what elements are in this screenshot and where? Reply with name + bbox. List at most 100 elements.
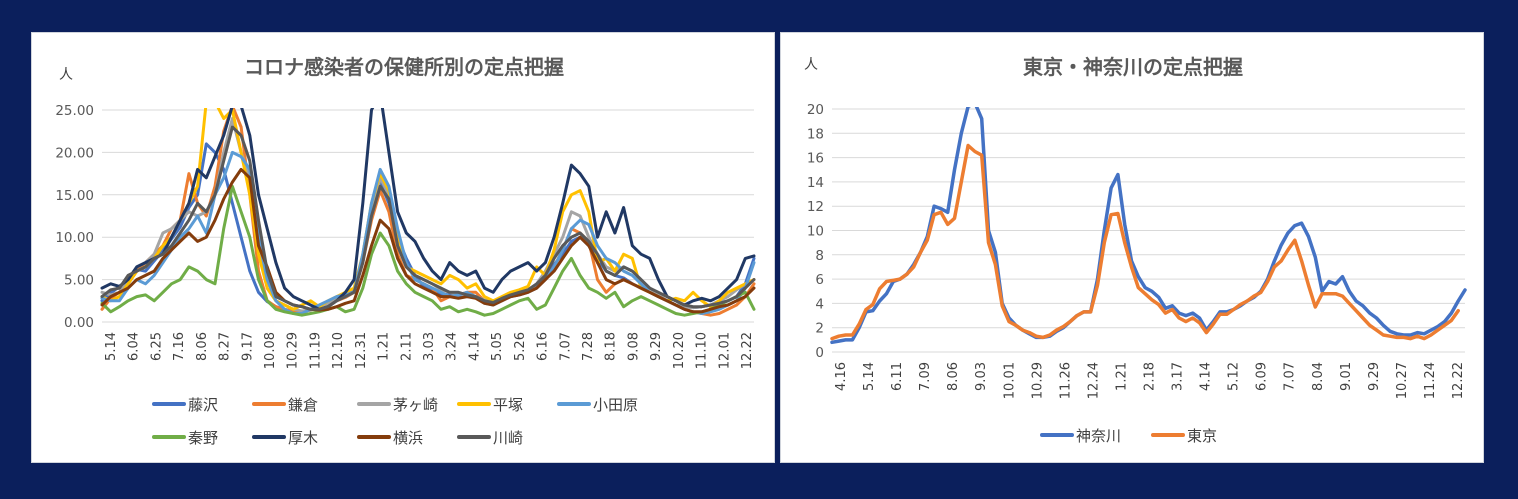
y-tick-label: 10 <box>807 224 824 240</box>
x-tick-label: 7.07 <box>1283 362 1298 391</box>
x-tick-label: 8.06 <box>195 332 210 361</box>
legend-item: 東京 <box>1151 427 1217 445</box>
legend-label: 秦野 <box>188 429 218 447</box>
x-tick-label: 12.22 <box>740 332 755 369</box>
x-tick-label: 8.06 <box>946 362 961 391</box>
left-chart-panel: コロナ感染者の保健所別の定点把握 人 0.00 5.00 10.00 15.00 20.… <box>31 32 775 463</box>
x-tick-label: 3.03 <box>422 332 437 361</box>
x-tick-label: 10.01 <box>1002 362 1017 399</box>
x-tick-label: 6.11 <box>890 362 905 391</box>
legend-label: 茅ヶ崎 <box>393 396 438 414</box>
x-tick-label: 9.03 <box>974 362 989 391</box>
y-tick-label: 0.00 <box>64 315 94 331</box>
x-tick-label: 11.26 <box>1058 362 1073 399</box>
y-tick-label: 2 <box>815 321 824 337</box>
y-tick-label: 25.00 <box>55 103 94 119</box>
x-tick-label: 7.07 <box>558 332 573 361</box>
series-lines <box>100 108 756 317</box>
legend-item: 藤沢 <box>152 396 218 414</box>
x-tick-label: 6.09 <box>1255 362 1270 391</box>
x-tick-label: 1.21 <box>377 332 392 361</box>
y-tick-label: 12 <box>807 199 824 215</box>
x-tick-label: 12.24 <box>1086 362 1101 399</box>
y-axis: 0.00 5.00 10.00 15.00 20.00 25.00 <box>55 103 754 331</box>
x-tick-label: 7.16 <box>172 332 187 361</box>
x-tick-label: 12.31 <box>354 332 369 369</box>
x-tick-label: 10.08 <box>263 332 278 369</box>
unit-label: 人 <box>804 57 818 73</box>
legend-label: 東京 <box>1187 427 1217 445</box>
x-tick-label: 6.04 <box>127 332 142 361</box>
y-axis: 0 2 4 6 8 10 12 14 16 18 20 <box>807 102 1465 361</box>
x-tick-label: 10.27 <box>1395 362 1410 399</box>
x-tick-label: 1.21 <box>1114 362 1129 391</box>
x-tick-label: 5.05 <box>490 332 505 361</box>
left-line-chart: コロナ感染者の保健所別の定点把握 人 0.00 5.00 10.00 15.00 20.… <box>55 55 756 447</box>
unit-label: 人 <box>59 67 73 83</box>
legend-label: 横浜 <box>393 429 423 447</box>
x-tick-label: 11.24 <box>1423 362 1438 399</box>
x-tick-label: 4.14 <box>467 332 482 361</box>
x-tick-label: 7.28 <box>581 332 596 361</box>
x-tick-label: 2.11 <box>399 332 414 361</box>
x-tick-label: 12.10 <box>331 332 346 369</box>
series-line-小田原 <box>100 150 756 315</box>
right-chart-panel: 東京・神奈川の定点把握 人 0 2 4 6 8 10 12 14 16 18 20 4.16 5.14 6… <box>780 32 1484 463</box>
legend-item: 横浜 <box>357 429 423 447</box>
y-tick-label: 0 <box>815 345 824 361</box>
series-line-神奈川 <box>830 107 1467 345</box>
legend-item: 茅ヶ崎 <box>357 396 438 414</box>
series-line-鎌倉 <box>100 108 756 317</box>
legend-item: 神奈川 <box>1040 427 1121 445</box>
series-lines <box>830 107 1467 345</box>
chart-title: 東京・神奈川の定点把握 <box>1023 55 1243 79</box>
legend-item: 小田原 <box>557 396 638 414</box>
x-tick-label: 9.17 <box>240 332 255 361</box>
x-tick-label: 5.14 <box>104 332 119 361</box>
x-tick-label: 4.14 <box>1199 362 1214 391</box>
x-tick-label: 12.01 <box>717 332 732 369</box>
legend-label: 藤沢 <box>188 396 218 414</box>
right-line-chart: 東京・神奈川の定点把握 人 0 2 4 6 8 10 12 14 16 18 20 4.16 5.14 6… <box>804 55 1467 445</box>
x-tick-label: 11.19 <box>308 332 323 369</box>
y-tick-label: 14 <box>807 175 824 191</box>
x-tick-label: 8.27 <box>218 332 233 361</box>
x-tick-label: 6.16 <box>536 332 551 361</box>
y-tick-label: 20.00 <box>55 145 94 161</box>
series-line-秦野 <box>100 184 756 317</box>
x-tick-label: 12.22 <box>1451 362 1466 399</box>
x-tick-label: 9.29 <box>649 332 664 361</box>
legend-label: 厚木 <box>288 429 318 447</box>
y-tick-label: 10.00 <box>55 230 94 246</box>
x-tick-label: 9.01 <box>1339 362 1354 391</box>
series-line-横浜 <box>100 167 756 314</box>
x-tick-label: 3.17 <box>1171 362 1186 391</box>
legend: 神奈川 東京 <box>1040 427 1217 445</box>
x-tick-label: 4.16 <box>834 362 849 391</box>
y-tick-label: 20 <box>807 102 824 118</box>
legend-label: 川崎 <box>493 429 523 447</box>
legend-item: 川崎 <box>457 429 523 447</box>
legend-item: 厚木 <box>252 429 318 447</box>
legend-item: 鎌倉 <box>252 396 318 414</box>
x-tick-label: 11.10 <box>695 332 710 369</box>
x-tick-label: 8.04 <box>1311 362 1326 391</box>
legend-label: 平塚 <box>493 396 523 414</box>
series-line-厚木 <box>100 108 756 311</box>
series-line-川崎 <box>100 125 756 311</box>
legend-label: 小田原 <box>593 396 638 414</box>
legend-label: 鎌倉 <box>288 396 318 414</box>
x-tick-label: 9.29 <box>1367 362 1382 391</box>
x-tick-label: 2.18 <box>1143 362 1158 391</box>
legend-item: 秦野 <box>152 429 218 447</box>
x-tick-label: 10.20 <box>672 332 687 369</box>
x-tick-label: 3.24 <box>445 332 460 361</box>
x-tick-label: 5.14 <box>862 362 877 391</box>
x-tick-label: 5.26 <box>513 332 528 361</box>
legend-label: 神奈川 <box>1076 427 1121 445</box>
x-tick-label: 10.29 <box>1030 362 1045 399</box>
y-tick-label: 5.00 <box>64 273 94 289</box>
y-tick-label: 16 <box>807 151 824 167</box>
chart-title: コロナ感染者の保健所別の定点把握 <box>244 55 564 79</box>
